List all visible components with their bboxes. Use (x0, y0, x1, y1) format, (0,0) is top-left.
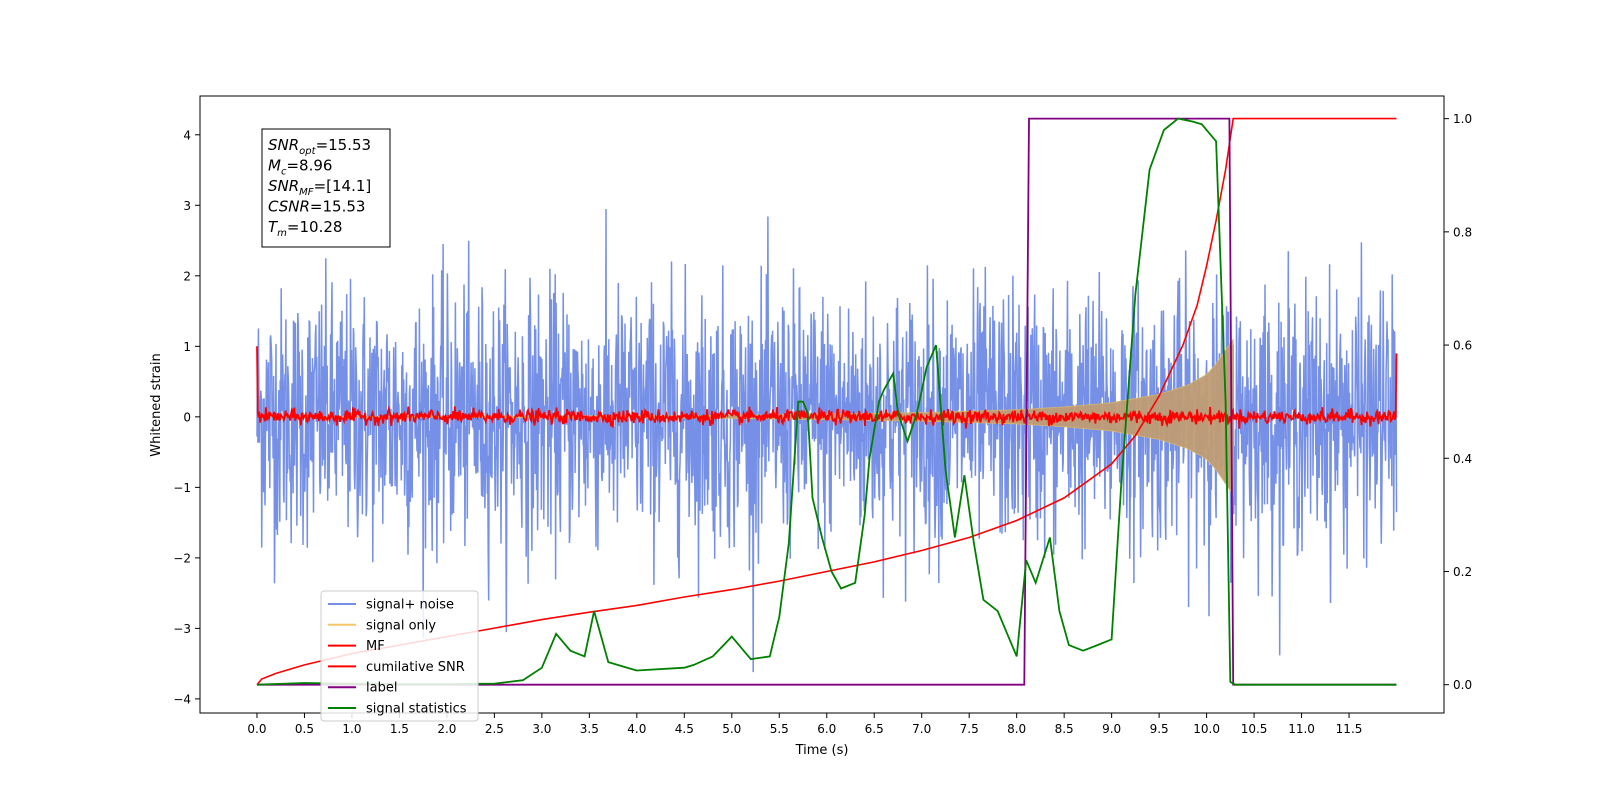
x-tick-label: 10.5 (1241, 722, 1268, 736)
y2-axis-ticks: 0.0 0.2 0.4 0.6 0.8 1.0 (1444, 112, 1472, 692)
y-tick-label: 1 (183, 340, 191, 354)
x-tick-label: 5.5 (770, 722, 789, 736)
x-tick-label: 1.5 (390, 722, 409, 736)
x-tick-label: 5.0 (722, 722, 741, 736)
annotation-line: SNRMF=[14.1] (268, 177, 371, 198)
y-tick-label: −2 (173, 551, 191, 565)
x-tick-label: 11.0 (1288, 722, 1315, 736)
annotation-line: Mc=8.96 (268, 157, 332, 178)
x-tick-label: 3.5 (580, 722, 599, 736)
x-tick-label: 7.5 (960, 722, 979, 736)
legend-label: signal+ noise (366, 598, 454, 613)
plot-frame (199, 95, 1445, 714)
annotation-line: Tm=10.28 (268, 218, 342, 239)
y-tick-label: 4 (183, 128, 191, 142)
legend: signal+ noise signal only MF cumilative SNR… (320, 590, 479, 722)
y-axis-ticks: −4 −3 −2 −1 0 1 2 3 4 (173, 128, 200, 706)
y-tick-label: 3 (183, 199, 191, 213)
x-axis-ticks: 0.0 0.5 1.0 1.5 2.0 2.5 3.0 3.5 4.0 4.5 5.0 5.5 6.0 6… (247, 713, 1362, 736)
signal-statistics-series (256, 117, 1397, 686)
legend-label: signal statistics (366, 702, 467, 717)
y2-tick-label: 0.0 (1453, 678, 1472, 692)
x-tick-label: 11.5 (1336, 722, 1363, 736)
x-tick-label: 8.5 (1055, 722, 1074, 736)
x-tick-label: 8.0 (1007, 722, 1026, 736)
annotation-line: SNRopt=15.53 (268, 136, 371, 157)
y2-tick-label: 0.4 (1453, 452, 1472, 466)
y2-tick-label: 0.2 (1453, 565, 1472, 579)
y-tick-label: 2 (183, 269, 191, 283)
x-tick-label: 2.0 (437, 722, 456, 736)
annotation-lines: SNRopt=15.53Mc=8.96SNRMF=[14.1]CSNR=15.5… (268, 136, 371, 239)
y-tick-label: −1 (173, 481, 191, 495)
x-axis-label: Time (s) (795, 743, 849, 758)
x-tick-label: 7.0 (912, 722, 931, 736)
x-tick-label: 3.0 (532, 722, 551, 736)
legend-frame (320, 590, 479, 722)
x-tick-label: 9.5 (1150, 722, 1169, 736)
x-tick-label: 4.0 (627, 722, 646, 736)
annotation-box: SNRopt=15.53Mc=8.96SNRMF=[14.1]CSNR=15.5… (261, 128, 391, 248)
y-tick-label: 0 (183, 410, 191, 424)
y2-tick-label: 0.6 (1453, 339, 1472, 353)
legend-label: MF (366, 639, 385, 654)
y-axis-label: Whitened strain (149, 353, 164, 456)
x-tick-label: 6.0 (817, 722, 836, 736)
x-tick-label: 1.0 (342, 722, 361, 736)
x-tick-label: 2.5 (485, 722, 504, 736)
y2-tick-label: 0.8 (1453, 225, 1472, 239)
x-tick-label: 0.0 (247, 722, 266, 736)
legend-label: cumilative SNR (366, 660, 465, 675)
annotation-line: CSNR=15.53 (268, 198, 365, 216)
legend-label: label (366, 681, 397, 696)
y-tick-label: −3 (173, 622, 191, 636)
legend-label: signal only (366, 618, 436, 633)
y2-tick-label: 1.0 (1453, 112, 1472, 126)
x-tick-label: 10.0 (1193, 722, 1220, 736)
x-tick-label: 4.5 (675, 722, 694, 736)
legend-entries: signal+ noise signal only MF cumilative SNR… (328, 598, 467, 717)
y-tick-label: −4 (173, 692, 191, 706)
mf-series (256, 346, 1398, 429)
x-tick-label: 6.5 (865, 722, 884, 736)
x-tick-label: 0.5 (295, 722, 314, 736)
x-tick-label: 9.0 (1102, 722, 1121, 736)
annotation-frame (261, 128, 391, 248)
